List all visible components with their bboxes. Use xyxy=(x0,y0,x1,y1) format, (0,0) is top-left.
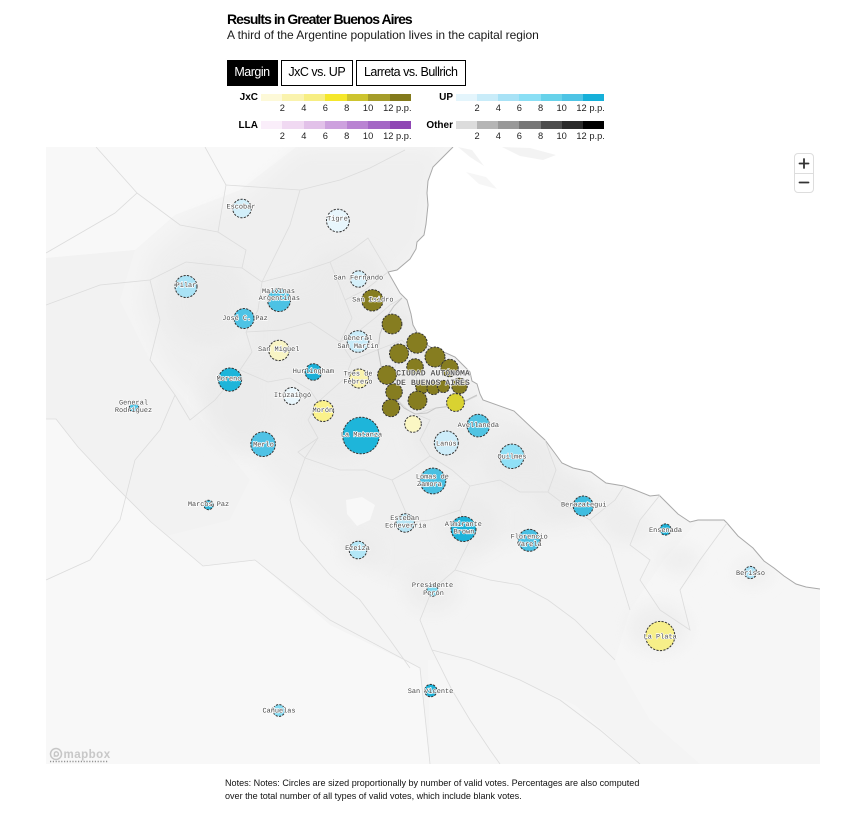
svg-text:Brown: Brown xyxy=(454,529,475,537)
svg-text:Echeverría: Echeverría xyxy=(385,522,426,530)
svg-text:Lanús: Lanús xyxy=(436,440,457,448)
svg-text:Tres de: Tres de xyxy=(344,370,373,378)
svg-text:Escobar: Escobar xyxy=(227,203,256,211)
svg-text:Berisso: Berisso xyxy=(736,570,765,578)
svg-text:Ensenada: Ensenada xyxy=(649,527,682,535)
svg-text:mapbox: mapbox xyxy=(64,749,111,761)
svg-text:Florencio: Florencio xyxy=(511,534,548,542)
svg-text:Quilmes: Quilmes xyxy=(498,453,527,461)
svg-text:Rodríguez: Rodríguez xyxy=(115,407,152,415)
svg-text:La Matanza: La Matanza xyxy=(341,432,382,440)
svg-text:Malvinas: Malvinas xyxy=(262,288,295,296)
svg-text:Moreno: Moreno xyxy=(217,375,242,383)
svg-text:Merlo: Merlo xyxy=(253,441,274,449)
svg-text:San Vicente: San Vicente xyxy=(408,688,454,696)
svg-text:Varela: Varela xyxy=(517,541,542,549)
svg-text:Cañuelas: Cañuelas xyxy=(262,707,295,715)
svg-text:General: General xyxy=(119,399,148,407)
svg-text:Avellaneda: Avellaneda xyxy=(458,422,499,430)
svg-text:Almirante: Almirante xyxy=(445,521,482,529)
svg-text:Argentinas: Argentinas xyxy=(259,295,300,303)
svg-text:Ezeiza: Ezeiza xyxy=(345,545,370,553)
svg-text:Lomas de: Lomas de xyxy=(416,474,449,482)
svg-text:Ituzaingó: Ituzaingó xyxy=(274,392,311,400)
svg-text:CIUDAD AUTÓNOMA: CIUDAD AUTÓNOMA xyxy=(396,368,470,378)
svg-text:José C. Paz: José C. Paz xyxy=(222,315,268,323)
svg-text:Zamora: Zamora xyxy=(417,481,442,489)
svg-text:Tigre: Tigre xyxy=(327,215,348,223)
svg-text:San Fernando: San Fernando xyxy=(333,274,383,282)
svg-text:San Martín: San Martín xyxy=(337,343,378,351)
svg-text:General: General xyxy=(344,335,373,343)
svg-text:La Plata: La Plata xyxy=(644,633,677,641)
svg-text:Perón: Perón xyxy=(423,590,444,598)
svg-text:Presidente: Presidente xyxy=(412,582,453,590)
svg-text:Esteban: Esteban xyxy=(390,515,419,523)
svg-text:Berazategui: Berazategui xyxy=(561,502,607,510)
svg-text:San Isidro: San Isidro xyxy=(352,297,393,305)
svg-text:Febrero: Febrero xyxy=(344,378,373,386)
svg-text:Pilar: Pilar xyxy=(176,282,197,290)
svg-text:Morón: Morón xyxy=(312,407,333,415)
svg-text:Hurlingham: Hurlingham xyxy=(293,368,334,376)
svg-text:Marcos Paz: Marcos Paz xyxy=(188,501,229,509)
svg-text:DE BUENOS AIRES: DE BUENOS AIRES xyxy=(396,379,470,388)
svg-text:San Miguel: San Miguel xyxy=(258,346,299,354)
